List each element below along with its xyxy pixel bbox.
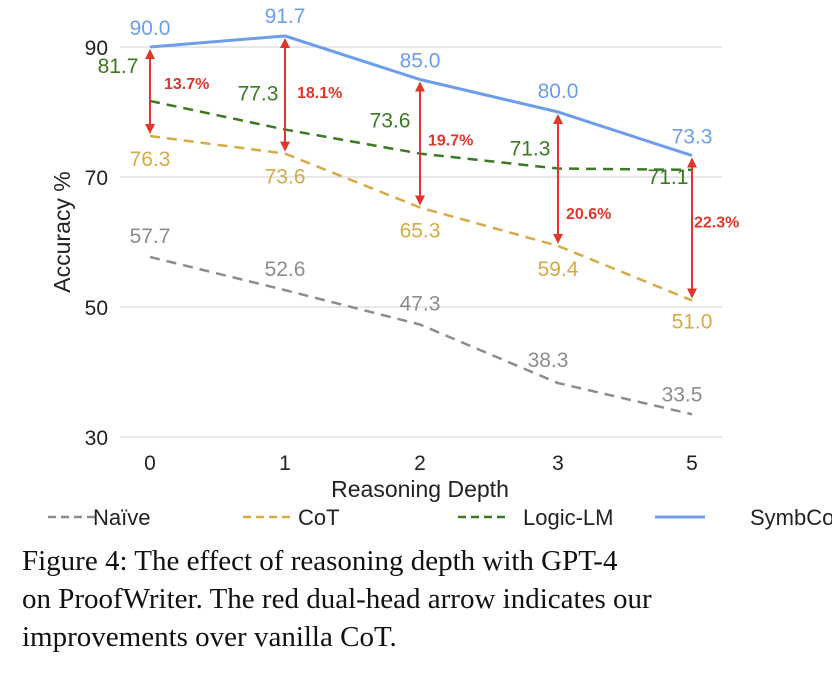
- arrow-head-icon: [145, 49, 155, 59]
- arrow-head-icon: [280, 37, 290, 48]
- data-label: 71.1: [648, 166, 689, 189]
- x-tick-label: 1: [279, 452, 291, 475]
- x-tick-label: 3: [552, 452, 564, 475]
- arrow-head-icon: [280, 141, 290, 152]
- figure-caption: Figure 4: The effect of reasoning depth …: [22, 542, 822, 656]
- data-label: 38.3: [528, 349, 569, 372]
- improvement-label: 19.7%: [428, 133, 473, 150]
- data-label: 51.0: [672, 311, 713, 334]
- caption-line: on ProofWriter. The red dual-head arrow …: [22, 583, 652, 615]
- legend-label: SymbCoT: [750, 505, 832, 530]
- x-tick-label: 2: [414, 452, 426, 475]
- data-label: 71.3: [510, 138, 551, 161]
- caption-line: improvements over vanilla CoT.: [22, 621, 397, 653]
- legend-label: Logic-LM: [523, 505, 613, 530]
- data-label: 91.7: [265, 5, 306, 28]
- y-axis-label: Accuracy %: [49, 171, 75, 292]
- arrow-head-icon: [553, 114, 563, 124]
- data-label: 57.7: [130, 225, 171, 248]
- arrow-head-icon: [687, 288, 697, 299]
- improvement-label: 18.1%: [297, 85, 342, 102]
- arrow-head-icon: [145, 124, 155, 135]
- y-tick-label: 90: [85, 37, 108, 60]
- data-label: 76.3: [130, 148, 171, 171]
- data-label: 73.6: [370, 110, 411, 133]
- caption-line: Figure 4: The effect of reasoning depth …: [22, 545, 618, 577]
- y-tick-label: 50: [85, 297, 108, 320]
- data-label: 47.3: [400, 293, 441, 316]
- arrow-head-icon: [415, 81, 425, 92]
- data-label: 52.6: [265, 258, 306, 281]
- data-label: 73.6: [265, 166, 306, 189]
- data-label: 65.3: [400, 220, 441, 243]
- legend-label: Naïve: [93, 505, 150, 530]
- data-label: 81.7: [98, 55, 139, 78]
- y-tick-label: 70: [85, 167, 108, 190]
- data-label: 90.0: [130, 17, 171, 40]
- data-label: 59.4: [538, 258, 579, 281]
- accuracy-line-chart: 30 50 70 90 0 1 2 3 5 Reasoning Depth Accuracy % 57…: [48, 5, 832, 530]
- data-label: 73.3: [672, 126, 713, 149]
- arrow-head-icon: [415, 195, 425, 206]
- improvement-label: 20.6%: [566, 206, 611, 223]
- y-tick-label: 30: [85, 427, 108, 450]
- series-line-nave: [149, 255, 693, 416]
- x-axis-label: Reasoning Depth: [331, 476, 509, 502]
- arrow-head-icon: [687, 157, 697, 168]
- improvement-label: 22.3%: [694, 215, 739, 232]
- x-tick-label: 0: [144, 452, 156, 475]
- x-tick-label: 5: [686, 452, 698, 475]
- arrow-head-icon: [553, 233, 563, 244]
- improvement-label: 13.7%: [164, 76, 209, 93]
- data-label: 77.3: [238, 83, 279, 106]
- data-label: 85.0: [400, 50, 441, 73]
- legend-label: CoT: [298, 505, 340, 530]
- data-label: 33.5: [662, 383, 703, 406]
- data-label: 80.0: [538, 80, 579, 103]
